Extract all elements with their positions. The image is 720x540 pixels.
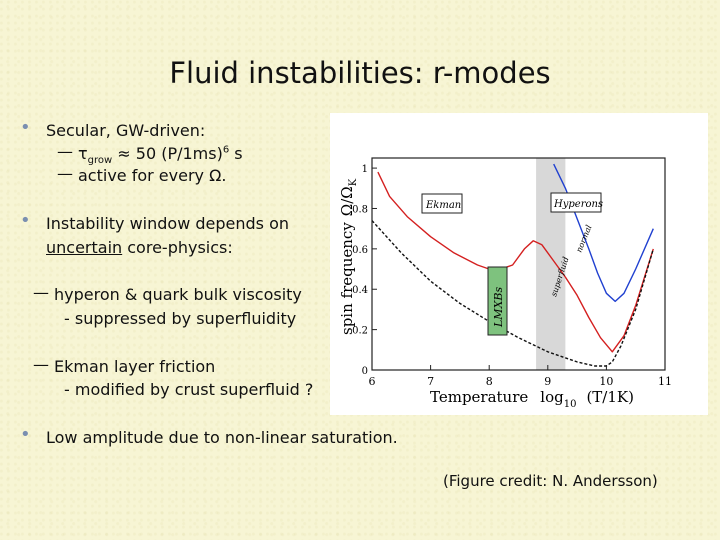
- dash-marker: —: [57, 164, 73, 183]
- y-tick-label: 0.4: [352, 285, 368, 296]
- instability-window-line1: Instability window depends on: [46, 214, 290, 233]
- hyperon-line2: - suppressed by superfluidity: [64, 309, 297, 328]
- tau-grow-line: τgrow ≈ 50 (P/1ms)6 s: [78, 144, 243, 167]
- y-tick-label: 0.8: [352, 204, 368, 215]
- x-axis-label: Temperature log10 (T/1K): [430, 388, 634, 410]
- x-tick-label: 8: [486, 375, 493, 388]
- figure-credit: (Figure credit: N. Andersson): [443, 472, 658, 490]
- hyperon-line1: hyperon & quark bulk viscosity: [54, 285, 302, 304]
- saturation-line: Low amplitude due to non-linear saturati…: [46, 428, 398, 447]
- y-axis-label: spin frequencyΩ/ΩK: [338, 178, 359, 335]
- x-tick-label: 10: [599, 375, 613, 388]
- plot-frame: [371, 157, 666, 371]
- x-tick-label: 7: [427, 375, 434, 388]
- y-tick-label: 0.2: [352, 326, 368, 337]
- y-tick-label: 0.6: [352, 245, 368, 256]
- instability-window-chart: 6 7 8 9 10 11 0 0.2 0.4 0.6 0.8 1 Ekman Hyperons LM…: [338, 157, 672, 410]
- dash-marker: —: [33, 283, 49, 302]
- lmxbs-box: [487, 266, 508, 336]
- ekman-label: Ekman: [425, 200, 461, 211]
- rmode-instability-figure: 6 7 8 9 10 11 0 0.2 0.4 0.6 0.8 1 Ekman Hyperons LM…: [330, 113, 708, 415]
- bullet-marker: •: [20, 210, 31, 231]
- bullet-secular: Secular, GW-driven:: [46, 121, 206, 140]
- dash-marker: —: [33, 355, 49, 374]
- x-tick-label: 6: [369, 375, 376, 388]
- series-line-blue: [553, 163, 654, 303]
- ekman-line1: Ekman layer friction: [54, 357, 216, 376]
- bullet-marker: •: [20, 117, 31, 138]
- lmxbs-label: LMXBs: [492, 287, 505, 328]
- y-tick-label: 1: [362, 164, 368, 175]
- series-line-red: [377, 171, 654, 353]
- bullet-marker: •: [20, 424, 31, 445]
- ekman-label-box: [421, 193, 463, 214]
- dash-marker: —: [57, 142, 73, 161]
- y-tick-label: 0: [362, 366, 368, 377]
- hyperons-label-box: [550, 192, 602, 213]
- slide-title: Fluid instabilities: r-modes: [169, 56, 551, 90]
- normal-label: normal: [575, 223, 594, 253]
- active-line: active for every Ω.: [78, 166, 227, 185]
- instability-window-line2: uncertain core-physics:: [46, 238, 233, 257]
- hyperons-label: Hyperons: [553, 199, 603, 210]
- x-tick-label: 9: [544, 375, 551, 388]
- series-line-black: [371, 220, 654, 367]
- x-tick-label: 11: [658, 375, 672, 388]
- ekman-line2: - modified by crust superfluid ?: [64, 380, 314, 399]
